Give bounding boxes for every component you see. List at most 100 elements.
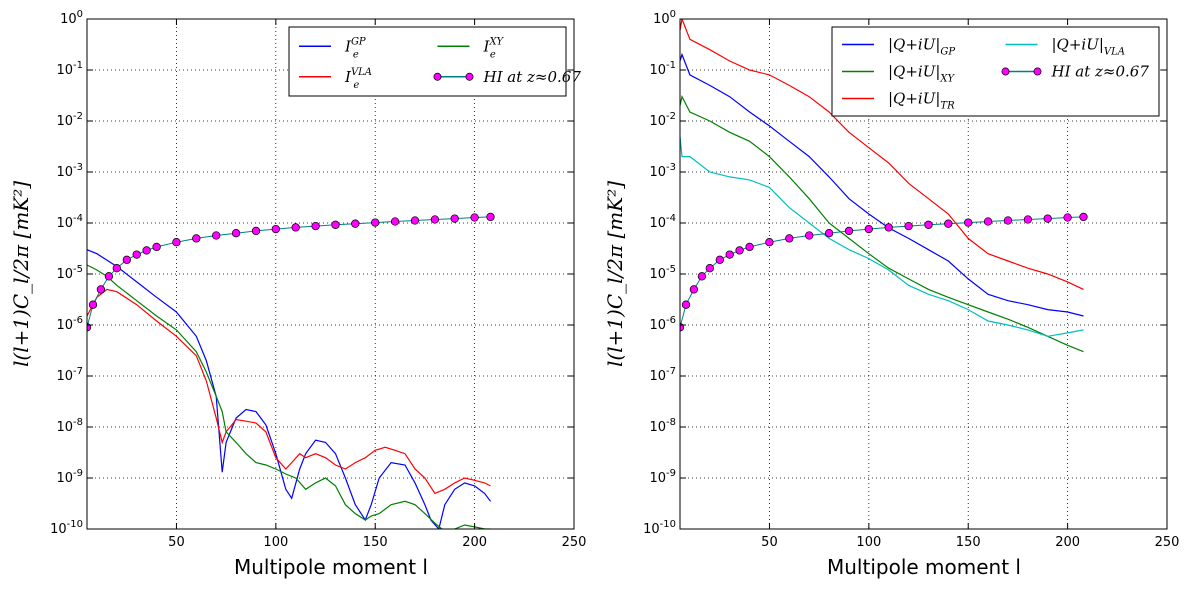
legend-item: |Q+iU|GP <box>842 36 955 58</box>
series-line <box>680 19 1084 290</box>
y-tick-label: 10-7 <box>649 366 676 384</box>
data-point <box>735 246 744 255</box>
x-tick-label: 50 <box>168 535 185 550</box>
legend-label: IGP e <box>344 36 366 60</box>
legend-item: |Q+iU|TR <box>842 90 955 112</box>
y-tick-label: 10-1 <box>56 60 83 78</box>
data-point <box>192 234 201 243</box>
data-point <box>944 219 953 228</box>
data-point <box>725 250 734 259</box>
series-line <box>87 216 491 328</box>
legend-item: HI at z≈0.67 <box>1001 63 1149 81</box>
x-tick-label: 200 <box>1055 535 1080 550</box>
plot-area <box>87 212 495 529</box>
y-tick-label: 10-10 <box>643 519 676 537</box>
y-axis-title: l(l+1)C_l/2π [mK²] <box>9 181 33 367</box>
series-1 <box>87 288 491 495</box>
legend-label: |Q+iU|VLA <box>1052 36 1126 58</box>
data-point <box>765 238 774 247</box>
y-axis: 100 10-1 10-2 10-3 10-4 10-5 10-6 10-7 10-8 10-9 1… <box>643 9 1167 537</box>
series-3 <box>87 212 495 332</box>
data-point <box>1043 214 1052 223</box>
data-point <box>142 246 151 255</box>
data-point <box>88 300 98 309</box>
y-tick-label: 10-2 <box>56 111 83 129</box>
legend-marker <box>465 72 474 81</box>
series-2 <box>680 19 1084 290</box>
data-point <box>351 219 360 228</box>
legend: IGP e IVLA e IXY e HI at z≈0.67 <box>288 26 582 97</box>
legend: |Q+iU|GP |Q+iU|XY |Q+iU|TR |Q+iU|VLA HI at z… <box>831 26 1160 117</box>
data-point <box>805 231 814 240</box>
series-1 <box>680 94 1084 353</box>
data-point <box>904 221 913 231</box>
legend-label: HI at z≈0.67 <box>483 68 582 86</box>
legend-label: IXY e <box>483 36 505 60</box>
legend-item: IXY e <box>437 36 505 60</box>
y-tick-label: 10-9 <box>56 468 83 486</box>
data-point <box>112 264 121 273</box>
data-point <box>924 220 933 229</box>
series-line <box>680 52 1084 317</box>
y-tick-label: 10-1 <box>649 60 676 78</box>
data-point <box>983 217 993 226</box>
x-axis-title: Multipole moment l <box>827 555 1021 579</box>
series-line <box>680 94 1084 353</box>
data-point <box>697 272 707 281</box>
data-point <box>291 223 300 232</box>
y-tick-label: 10-3 <box>56 162 83 180</box>
data-point <box>271 224 280 234</box>
plot-area <box>680 19 1088 353</box>
x-tick-label: 250 <box>562 535 587 550</box>
data-point <box>844 226 854 236</box>
data-point <box>231 229 241 238</box>
data-point <box>689 285 699 294</box>
y-tick-label: 10-3 <box>649 162 676 180</box>
x-tick-label: 250 <box>1155 535 1180 550</box>
y-tick-label: 10-6 <box>649 315 676 333</box>
y-axis-title: l(l+1)C_l/2π [mK²] <box>603 181 627 367</box>
data-point <box>104 272 114 281</box>
y-tick-label: 10-8 <box>56 417 83 435</box>
y-tick-label: 10-6 <box>56 315 83 333</box>
data-point <box>1063 213 1072 222</box>
legend-label: |Q+iU|GP <box>888 36 955 58</box>
x-axis: 50 100 150 200 250 <box>761 19 1179 550</box>
legend-label: |Q+iU|TR <box>888 90 955 112</box>
y-tick-label: 10-4 <box>649 213 676 231</box>
data-point <box>122 255 131 264</box>
x-tick-label: 150 <box>956 535 981 550</box>
y-tick-label: 10-8 <box>649 417 676 435</box>
legend-marker <box>433 72 442 81</box>
data-point <box>1003 216 1013 225</box>
y-tick-label: 10-5 <box>649 264 676 282</box>
y-tick-label: 10-9 <box>649 468 676 486</box>
y-tick-label: 10-10 <box>50 519 83 537</box>
legend-box <box>831 26 1160 117</box>
legend-item: |Q+iU|VLA <box>1005 36 1126 58</box>
data-point <box>824 229 834 238</box>
data-point <box>681 300 691 309</box>
series-line <box>680 216 1084 328</box>
legend-marker <box>1033 67 1042 76</box>
y-tick-label: 10-4 <box>56 213 83 231</box>
right-chart-panel: 50 100 150 200 250 100 10-1 10-2 10-3 10-4 10-5 10-… <box>603 9 1179 579</box>
legend-item: HI at z≈0.67 <box>433 68 582 86</box>
series-4 <box>680 212 1088 332</box>
data-point <box>470 213 479 222</box>
y-axis: 100 10-1 10-2 10-3 10-4 10-5 10-6 10-7 10-8 10-9 1… <box>50 9 574 537</box>
data-point <box>331 220 340 229</box>
left-chart-panel: 50 100 150 200 250 100 10-1 10-2 10-3 10-4 10-5 10-… <box>9 9 586 579</box>
legend-label: IVLA e <box>344 67 372 91</box>
series-line <box>87 288 491 495</box>
data-point <box>251 226 261 236</box>
data-point <box>705 264 714 273</box>
series-0 <box>680 52 1084 317</box>
x-tick-label: 100 <box>856 535 881 550</box>
data-point <box>1023 215 1033 224</box>
series-3 <box>680 136 1084 337</box>
x-tick-label: 150 <box>363 535 388 550</box>
legend-item: IVLA e <box>299 67 372 91</box>
data-point <box>430 215 440 224</box>
